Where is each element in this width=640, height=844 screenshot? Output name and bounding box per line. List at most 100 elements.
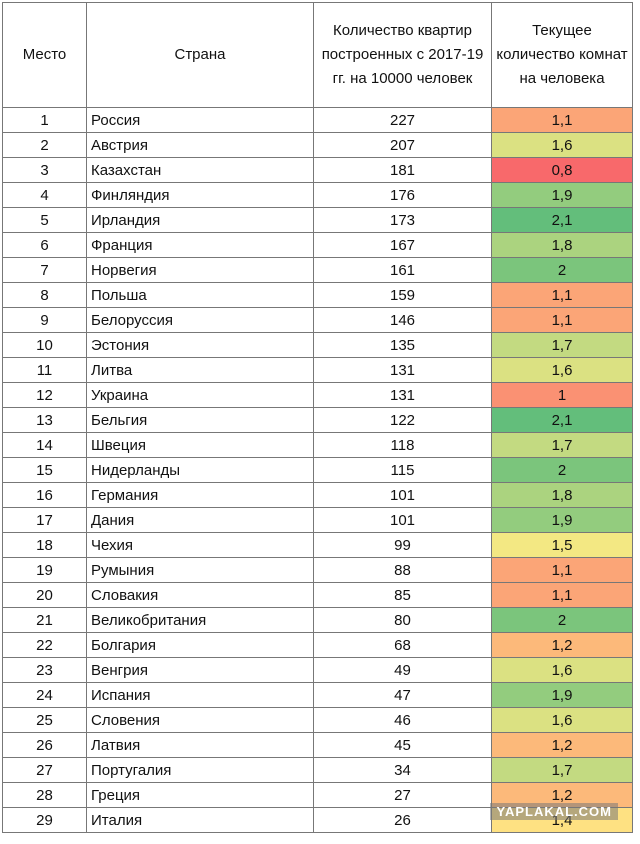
rooms-cell: 1,6 <box>491 132 633 158</box>
table-row: 21 Великобритания 80 2 <box>2 607 633 633</box>
flats-cell: 85 <box>313 582 492 608</box>
flats-cell: 161 <box>313 257 492 283</box>
table-row: 23 Венгрия 49 1,6 <box>2 657 633 683</box>
rank-cell: 2 <box>2 132 87 158</box>
rank-cell: 15 <box>2 457 87 483</box>
flats-cell: 49 <box>313 657 492 683</box>
rooms-cell: 1,8 <box>491 232 633 258</box>
table-row: 9 Белоруссия 146 1,1 <box>2 307 633 333</box>
rank-cell: 14 <box>2 432 87 458</box>
rank-cell: 1 <box>2 107 87 133</box>
table-row: 10 Эстония 135 1,7 <box>2 332 633 358</box>
rank-cell: 23 <box>2 657 87 683</box>
flats-cell: 135 <box>313 332 492 358</box>
flats-cell: 173 <box>313 207 492 233</box>
rooms-cell: 1,7 <box>491 757 633 783</box>
rooms-cell: 1,1 <box>491 282 633 308</box>
country-cell: Греция <box>86 782 314 808</box>
flats-header: Количество квартир построенных с 2017-19… <box>313 2 492 108</box>
rank-cell: 19 <box>2 557 87 583</box>
rooms-cell: 1,8 <box>491 482 633 508</box>
country-cell: Латвия <box>86 732 314 758</box>
country-cell: Польша <box>86 282 314 308</box>
country-cell: Австрия <box>86 132 314 158</box>
flats-cell: 131 <box>313 382 492 408</box>
rank-cell: 3 <box>2 157 87 183</box>
rooms-cell: 2 <box>491 257 633 283</box>
rank-cell: 9 <box>2 307 87 333</box>
flats-cell: 88 <box>313 557 492 583</box>
rank-cell: 25 <box>2 707 87 733</box>
country-cell: Финляндия <box>86 182 314 208</box>
rank-cell: 26 <box>2 732 87 758</box>
rank-cell: 28 <box>2 782 87 808</box>
rooms-cell: 2 <box>491 457 633 483</box>
country-cell: Казахстан <box>86 157 314 183</box>
flats-cell: 176 <box>313 182 492 208</box>
table-row: 3 Казахстан 181 0,8 <box>2 157 633 183</box>
flats-cell: 101 <box>313 507 492 533</box>
table-body: 1 Россия 227 1,1 2 Австрия 207 1,6 3 Казахстан 181… <box>2 107 633 833</box>
rooms-cell: 2,1 <box>491 207 633 233</box>
table-row: 15 Нидерланды 115 2 <box>2 457 633 483</box>
rank-header: Место <box>2 2 87 108</box>
table-row: 20 Словакия 85 1,1 <box>2 582 633 608</box>
rank-cell: 11 <box>2 357 87 383</box>
rank-cell: 24 <box>2 682 87 708</box>
country-cell: Словакия <box>86 582 314 608</box>
country-header: Страна <box>86 2 314 108</box>
flats-cell: 122 <box>313 407 492 433</box>
country-cell: Белоруссия <box>86 307 314 333</box>
country-cell: Румыния <box>86 557 314 583</box>
table-row: 13 Бельгия 122 2,1 <box>2 407 633 433</box>
country-cell: Бельгия <box>86 407 314 433</box>
country-cell: Франция <box>86 232 314 258</box>
flats-cell: 99 <box>313 532 492 558</box>
flats-cell: 47 <box>313 682 492 708</box>
rank-cell: 13 <box>2 407 87 433</box>
rank-cell: 22 <box>2 632 87 658</box>
rank-cell: 7 <box>2 257 87 283</box>
country-cell: Эстония <box>86 332 314 358</box>
rooms-cell: 1,1 <box>491 107 633 133</box>
rooms-cell: 1,9 <box>491 682 633 708</box>
table-row: 16 Германия 101 1,8 <box>2 482 633 508</box>
header-row: Место Страна Количество квартир построенны… <box>2 2 633 108</box>
table-row: 8 Польша 159 1,1 <box>2 282 633 308</box>
rooms-cell: 1,9 <box>491 507 633 533</box>
table-row: 2 Австрия 207 1,6 <box>2 132 633 158</box>
flats-cell: 80 <box>313 607 492 633</box>
table-row: 26 Латвия 45 1,2 <box>2 732 633 758</box>
table-row: 6 Франция 167 1,8 <box>2 232 633 258</box>
country-cell: Норвегия <box>86 257 314 283</box>
flats-cell: 181 <box>313 157 492 183</box>
country-cell: Литва <box>86 357 314 383</box>
rooms-cell: 1,5 <box>491 532 633 558</box>
rank-cell: 16 <box>2 482 87 508</box>
rank-cell: 4 <box>2 182 87 208</box>
rank-cell: 10 <box>2 332 87 358</box>
rooms-cell: 1,2 <box>491 632 633 658</box>
rooms-cell: 1,9 <box>491 182 633 208</box>
rank-cell: 18 <box>2 532 87 558</box>
rank-cell: 27 <box>2 757 87 783</box>
flats-cell: 27 <box>313 782 492 808</box>
rooms-cell: 1,1 <box>491 307 633 333</box>
table-row: 5 Ирландия 173 2,1 <box>2 207 633 233</box>
country-cell: Великобритания <box>86 607 314 633</box>
rooms-cell: 1,7 <box>491 332 633 358</box>
rooms-cell: 1,6 <box>491 707 633 733</box>
country-cell: Испания <box>86 682 314 708</box>
rooms-cell: 2,1 <box>491 407 633 433</box>
flats-cell: 101 <box>313 482 492 508</box>
rank-cell: 6 <box>2 232 87 258</box>
country-cell: Венгрия <box>86 657 314 683</box>
rooms-cell: 2 <box>491 607 633 633</box>
rooms-cell: 1,7 <box>491 432 633 458</box>
flats-cell: 34 <box>313 757 492 783</box>
rooms-cell: 1,1 <box>491 557 633 583</box>
rank-cell: 29 <box>2 807 87 833</box>
country-cell: Ирландия <box>86 207 314 233</box>
country-cell: Украина <box>86 382 314 408</box>
rooms-header: Текущее количество комнат на человека <box>491 2 633 108</box>
